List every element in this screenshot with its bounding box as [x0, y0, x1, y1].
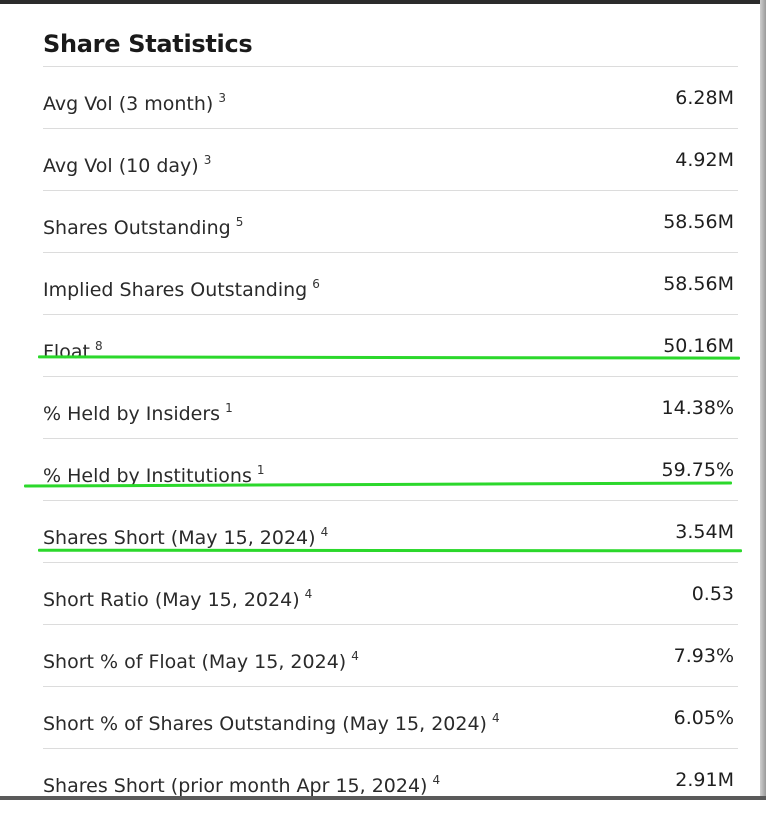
stat-value: 6.05% [673, 707, 734, 729]
footnote-marker[interactable]: 3 [218, 91, 226, 105]
stat-row-short-ratio: Short Ratio (May 15, 2024) 4 0.53 [43, 563, 738, 625]
stat-row-avg-vol-10-day: Avg Vol (10 day) 3 4.92M [43, 129, 738, 191]
stat-label: Shares Short (May 15, 2024) 4 [43, 525, 329, 549]
stat-label: Shares Short (prior month Apr 15, 2024) 4 [43, 773, 441, 797]
stat-value: 58.56M [663, 211, 734, 233]
stat-row-avg-vol-3-month: Avg Vol (3 month) 3 6.28M [43, 67, 738, 129]
stat-row-held-by-insiders: % Held by Insiders 1 14.38% [43, 377, 738, 439]
stat-row-shares-short: Shares Short (May 15, 2024) 4 3.54M [43, 501, 738, 563]
footnote-marker[interactable]: 4 [351, 649, 359, 663]
stat-value: 2.91M [675, 769, 734, 791]
row-divider [43, 624, 738, 625]
stat-label: Avg Vol (10 day) 3 [43, 153, 212, 177]
footnote-marker[interactable]: 1 [225, 401, 233, 415]
row-divider [43, 748, 738, 749]
shares-short-highlight-underline [37, 548, 743, 553]
stat-value: 3.54M [675, 521, 734, 543]
stat-value: 14.38% [661, 397, 734, 419]
row-divider [43, 562, 738, 563]
footnote-marker[interactable]: 3 [203, 153, 212, 167]
row-divider [43, 314, 738, 315]
stat-row-short-percent-shares-outstanding: Short % of Shares Outstanding (May 15, 2… [43, 687, 738, 749]
stat-label: Shares Outstanding 5 [43, 215, 244, 239]
section-title: Share Statistics [43, 30, 253, 58]
stat-value: 6.28M [675, 87, 734, 109]
stat-label: Short Ratio (May 15, 2024) 4 [43, 587, 313, 611]
stat-label: Implied Shares Outstanding 6 [43, 277, 320, 301]
window-right-border [760, 0, 766, 800]
window-bottom-border [0, 796, 766, 800]
stat-value: 7.93% [673, 645, 734, 667]
footnote-marker[interactable]: 4 [432, 773, 441, 787]
row-divider [43, 190, 738, 191]
stat-value: 59.75% [661, 459, 734, 481]
stat-row-shares-short-prior-month: Shares Short (prior month Apr 15, 2024) 4… [43, 749, 738, 811]
stat-row-implied-shares-outstanding: Implied Shares Outstanding 6 58.56M [43, 253, 738, 315]
stat-value: 0.53 [691, 583, 734, 605]
stat-value: 4.92M [675, 149, 734, 171]
footnote-marker[interactable]: 8 [94, 339, 103, 353]
stat-label: Float 8 [43, 339, 103, 363]
stat-label: Short % of Shares Outstanding (May 15, 2… [43, 711, 500, 735]
stat-label: Short % of Float (May 15, 2024) 4 [43, 649, 359, 673]
row-divider [43, 500, 738, 501]
stat-row-float: Float 8 50.16M [43, 315, 738, 377]
row-divider [43, 252, 738, 253]
footnote-marker[interactable]: 5 [235, 215, 244, 229]
row-divider [43, 438, 738, 439]
footnote-marker[interactable]: 6 [312, 277, 320, 291]
footnote-marker[interactable]: 1 [256, 463, 265, 477]
stat-label: Avg Vol (3 month) 3 [43, 91, 226, 115]
row-divider [43, 686, 738, 687]
footnote-marker[interactable]: 4 [320, 525, 329, 539]
footnote-marker[interactable]: 4 [491, 711, 500, 725]
stat-row-held-by-institutions: % Held by Institutions 1 59.75% [43, 439, 738, 501]
row-divider [43, 66, 738, 67]
row-divider [43, 128, 738, 129]
stat-row-shares-outstanding: Shares Outstanding 5 58.56M [43, 191, 738, 253]
window-top-border [0, 0, 766, 4]
stat-value: 58.56M [663, 273, 734, 295]
footnote-marker[interactable]: 4 [304, 587, 313, 601]
row-divider [43, 376, 738, 377]
stat-label: % Held by Insiders 1 [43, 401, 233, 425]
stat-value: 50.16M [663, 335, 734, 357]
stat-row-short-percent-float: Short % of Float (May 15, 2024) 4 7.93% [43, 625, 738, 687]
stat-label: % Held by Institutions 1 [43, 463, 265, 487]
